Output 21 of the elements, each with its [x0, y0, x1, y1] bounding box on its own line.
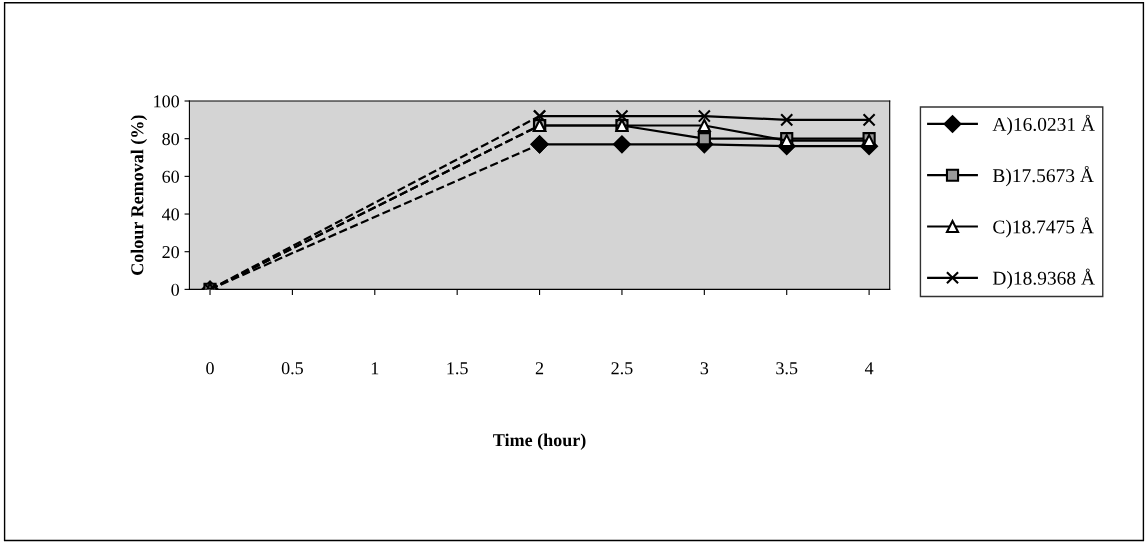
x-tick-label: 2.5	[611, 362, 633, 375]
y-tick-label: 80	[162, 132, 180, 146]
x-tick-label: 0	[206, 362, 214, 375]
x-tick-label: 1	[371, 362, 379, 375]
y-tick-label: 0	[171, 283, 180, 296]
y-tick-label: 20	[162, 245, 180, 259]
legend-label: A)16.0231 Å	[992, 114, 1095, 135]
x-tick-label: 1.5	[447, 362, 468, 375]
x-tick-label: 3.5	[776, 362, 798, 375]
y-tick-label: 40	[161, 208, 180, 221]
legend-label: B)17.5673 Å	[992, 166, 1094, 187]
y-axis-title: Colour Removal (%)	[130, 115, 148, 275]
x-tick-label: 2	[535, 362, 544, 375]
y-tick-label: 60	[162, 170, 180, 183]
x-tick-label: 3	[700, 362, 709, 375]
legend-label: D)18.9368 Å	[992, 268, 1095, 289]
x-tick-label: 0.5	[281, 362, 303, 375]
x-tick-label: 4	[864, 362, 874, 375]
y-tick-label: 100	[154, 95, 180, 108]
x-axis-title: Time (hour)	[493, 433, 586, 450]
legend-label: C)18.7475 Å	[993, 217, 1094, 238]
